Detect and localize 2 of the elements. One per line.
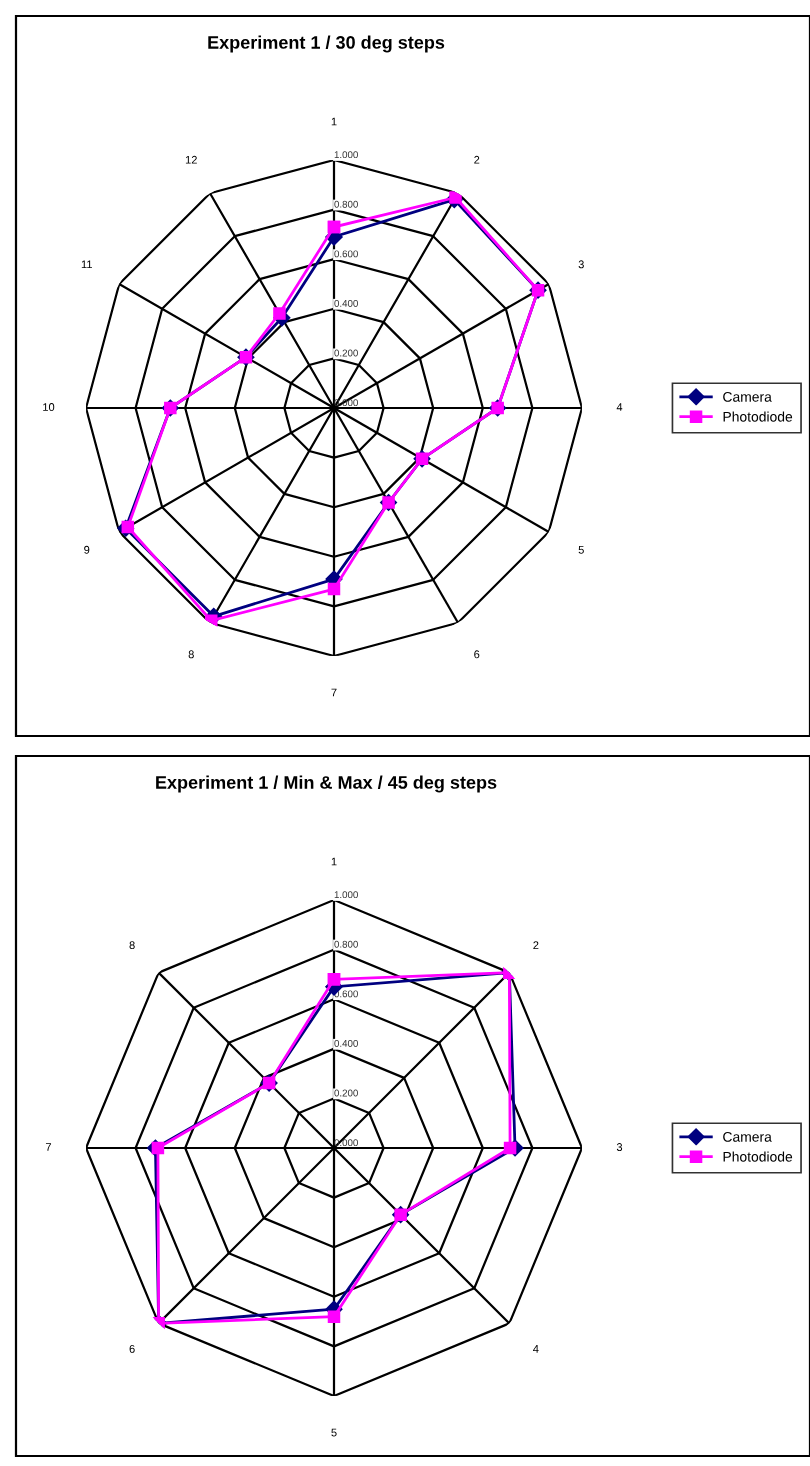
chart-title: Experiment 1 / 30 deg steps — [208, 35, 445, 53]
chart-title: Experiment 1 / Min & Max / 45 deg steps — [156, 775, 497, 793]
